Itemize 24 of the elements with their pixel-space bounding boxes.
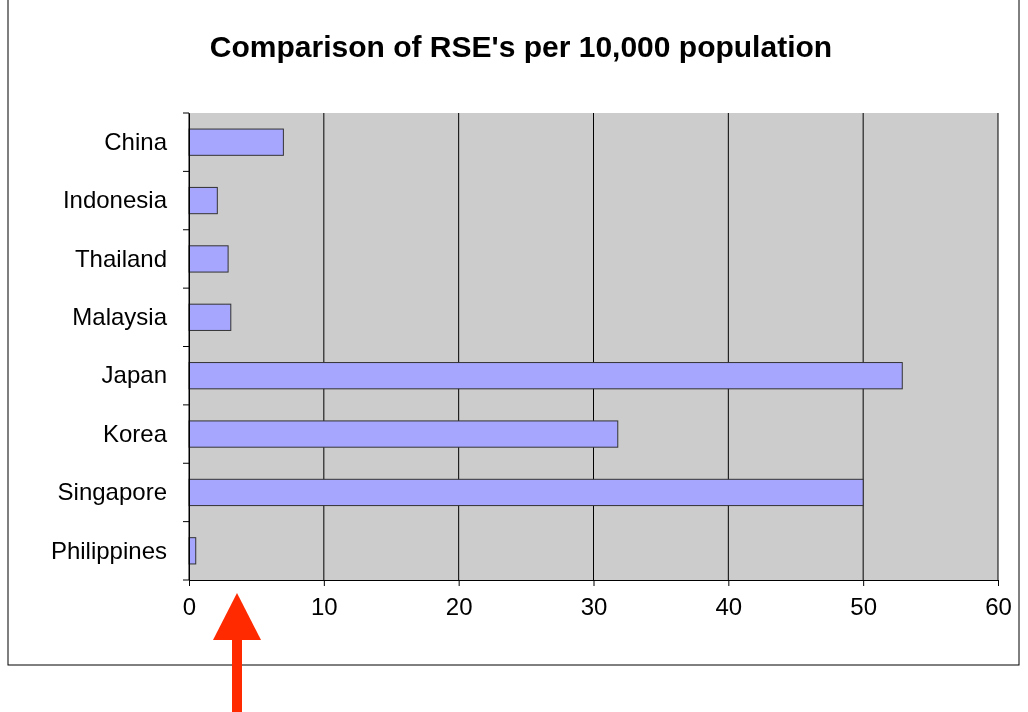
bar xyxy=(188,420,619,448)
bar xyxy=(188,303,232,331)
bar xyxy=(188,537,197,565)
y-tick-label: Indonesia xyxy=(62,186,168,214)
y-tick-label: Thailand xyxy=(74,244,167,272)
x-tick-label: 60 xyxy=(985,593,1012,621)
x-tick-label: 20 xyxy=(445,593,473,621)
bar xyxy=(188,186,218,215)
x-tick-label: 40 xyxy=(715,593,743,621)
x-tick-label: 10 xyxy=(310,593,338,621)
bar xyxy=(188,478,864,507)
y-tick-label: Korea xyxy=(102,419,168,447)
x-tick-label: 0 xyxy=(182,593,197,621)
bar xyxy=(188,128,284,156)
y-tick-label: Japan xyxy=(101,361,167,389)
x-tick-label: 50 xyxy=(850,593,878,621)
chart-title: Comparison of RSE's per 10,000 population xyxy=(209,30,833,63)
y-tick-label: Singapore xyxy=(57,478,167,506)
y-tick-label: China xyxy=(104,127,168,155)
y-tick-label: Malaysia xyxy=(72,302,168,330)
bar xyxy=(188,245,229,273)
y-tick-label: Philippines xyxy=(50,536,167,564)
x-tick-label: 30 xyxy=(580,593,608,621)
bar xyxy=(188,362,903,390)
